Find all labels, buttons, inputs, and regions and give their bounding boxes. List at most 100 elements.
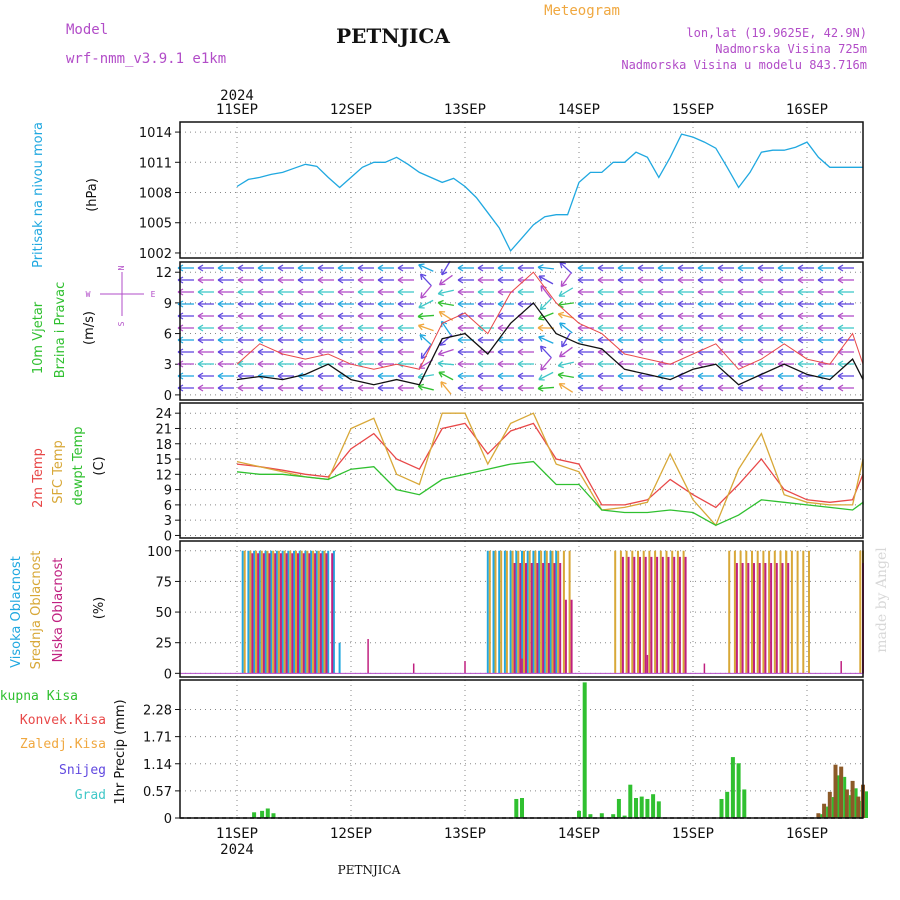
wind-arrow [697, 300, 714, 308]
precip-bar [634, 798, 638, 818]
wind-arrow [477, 300, 494, 308]
wind-arrow [837, 360, 854, 368]
wind-arrow [557, 371, 574, 379]
wind-arrow [561, 332, 571, 348]
bottom-day-label: 12SEP [330, 826, 372, 842]
wind-arrow [217, 276, 234, 284]
wind-arrow [617, 384, 634, 392]
wind-arrow [717, 288, 734, 296]
wind-arrow [317, 288, 334, 296]
wind-speed-line [236, 301, 864, 386]
wind-arrow [217, 348, 234, 356]
wind-arrow [317, 336, 334, 344]
wind-arrow [837, 384, 854, 392]
wind-arrow [377, 360, 394, 368]
precip-panel: 0 0.57 1.14 1.71 2.28 [143, 679, 868, 827]
wind-arrow [357, 372, 374, 380]
wind-arrow [277, 348, 294, 356]
wind-arrow [477, 312, 494, 320]
wind-arrow [560, 273, 572, 288]
wind-arrow [737, 288, 754, 296]
wind-arrow [757, 384, 774, 392]
precip-bar [639, 796, 644, 818]
wind-arrow [737, 312, 754, 320]
wind-arrow [377, 348, 394, 356]
wind-arrow [797, 384, 814, 392]
wind-arrow [617, 336, 634, 344]
wind-arrow [357, 348, 374, 356]
precip-ylabel: 1hr Precip (mm) [113, 699, 128, 804]
cloud-ylabel-2: Srednja Oblacnost [29, 551, 44, 670]
y-tick-label: 15 [155, 453, 172, 468]
wind-arrow [317, 348, 334, 356]
temp-ylabel-1: 2m Temp [31, 448, 46, 508]
wind-arrow [197, 276, 214, 284]
wind-arrow [297, 276, 314, 284]
wind-arrow [697, 360, 714, 368]
wind-arrow [297, 348, 314, 356]
wind-arrow [777, 348, 794, 356]
wind-arrow [677, 288, 694, 296]
watermark: made by Angel [874, 547, 890, 653]
wind-arrow [397, 312, 414, 320]
wind-arrow [497, 384, 514, 392]
wind-arrow [617, 300, 634, 308]
wind-arrow [397, 324, 414, 332]
y-tick-label: 18 [155, 438, 172, 453]
wind-arrow [420, 285, 432, 299]
precip-bar [628, 784, 633, 818]
wind-arrow [558, 382, 574, 393]
y-tick-label: 1002 [139, 247, 172, 262]
wind-arrow [437, 299, 454, 307]
wind-arrow [757, 324, 774, 332]
precip-bar [725, 791, 730, 818]
wind-arrow [597, 300, 614, 308]
wind-arrow [777, 276, 794, 284]
wind-arrow [757, 372, 774, 380]
wind-arrow [657, 312, 674, 320]
bottom-day-label: 15SEP [672, 826, 714, 842]
wind-arrow [697, 324, 714, 332]
wind-arrow [837, 312, 854, 320]
wind-arrow [597, 372, 614, 380]
wind-arrow [717, 276, 734, 284]
wind-arrow [677, 324, 694, 332]
wind-arrow [559, 322, 573, 334]
wind-arrow [517, 264, 534, 272]
precip-bar [820, 814, 824, 818]
wind-arrow [837, 336, 854, 344]
temp-series-2 [236, 460, 864, 527]
precip-bar [599, 813, 604, 818]
wind-arrow [419, 273, 432, 287]
precip-bar [260, 810, 265, 818]
wind-arrow [237, 384, 254, 392]
wind-arrow [797, 336, 814, 344]
wind-arrow [441, 260, 451, 276]
wind-arrow [538, 335, 554, 344]
wind-arrow [197, 384, 214, 392]
station-title: PETNJICA [336, 24, 450, 48]
compass-west: W [86, 290, 91, 299]
y-tick-label: 12 [155, 468, 172, 483]
wind-arrow [237, 360, 254, 368]
product-title: Meteogram [544, 3, 620, 19]
wind-arrow [617, 324, 634, 332]
wind-arrow [377, 288, 394, 296]
precip-bar [582, 682, 587, 818]
wind-arrow [217, 336, 234, 344]
precip-bar [611, 814, 616, 818]
precip-bar [822, 803, 827, 818]
wind-arrow [717, 300, 734, 308]
wind-arrow [737, 264, 754, 272]
pressure-unit: (hPa) [85, 178, 100, 212]
wind-arrow [797, 312, 814, 320]
wind-arrow [217, 312, 234, 320]
compass-north: N [117, 265, 126, 270]
legend-snijeg: Snijeg [59, 763, 106, 778]
wind-arrow [217, 384, 234, 392]
wind-arrow [757, 312, 774, 320]
wind-arrow [837, 324, 854, 332]
bottom-day-label: 16SEP [786, 826, 828, 842]
wind-arrow [597, 264, 614, 272]
wind-ylabel-2: Brzina i Pravac [53, 282, 68, 379]
